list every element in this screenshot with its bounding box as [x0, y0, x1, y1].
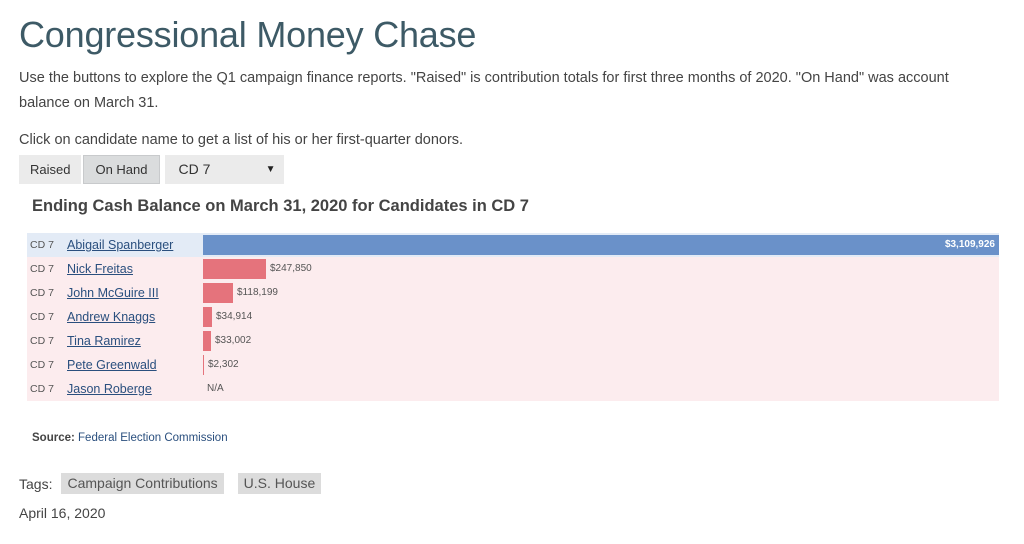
- value-label: N/A: [207, 383, 224, 394]
- row-district: CD 7: [30, 239, 54, 251]
- chevron-down-icon: ▼: [265, 164, 276, 175]
- chart-row: CD 7 Pete Greenwald $2,302: [27, 353, 999, 377]
- bar: [203, 355, 204, 375]
- raised-button[interactable]: Raised: [19, 155, 82, 184]
- bar-track: $247,850: [203, 257, 999, 281]
- candidate-link[interactable]: Nick Freitas: [67, 262, 133, 276]
- candidate-link[interactable]: Tina Ramirez: [67, 334, 141, 348]
- chart-row: CD 7 Abigail Spanberger $3,109,926: [27, 233, 999, 257]
- bar: [203, 235, 999, 255]
- bar: [203, 259, 266, 279]
- chart-title: Ending Cash Balance on March 31, 2020 fo…: [32, 197, 529, 215]
- source-note: Source: Federal Election Commission: [32, 432, 228, 444]
- value-label: $2,302: [208, 359, 239, 370]
- page-title: Congressional Money Chase: [19, 14, 477, 55]
- tags-label: Tags:: [19, 475, 53, 492]
- intro-text: Use the buttons to explore the Q1 campai…: [19, 70, 949, 111]
- district-select-value: CD 7: [178, 161, 211, 177]
- candidate-link[interactable]: Jason Roberge: [67, 382, 152, 396]
- row-district: CD 7: [30, 263, 54, 275]
- row-district: CD 7: [30, 359, 54, 371]
- bar-track: $33,002: [203, 329, 999, 353]
- bar-chart: CD 7 Abigail Spanberger $3,109,926 CD 7 Nick…: [27, 233, 999, 401]
- candidate-link[interactable]: Abigail Spanberger: [67, 238, 174, 252]
- instructions-text: Click on candidate name to get a list of…: [19, 132, 464, 148]
- tag-campaign-contributions[interactable]: Campaign Contributions: [61, 473, 224, 494]
- bar-track: $118,199: [203, 281, 999, 305]
- chart-row: CD 7 Jason Roberge N/A: [27, 377, 999, 401]
- row-district: CD 7: [30, 335, 54, 347]
- candidate-link[interactable]: Andrew Knaggs: [67, 310, 156, 324]
- value-label: $247,850: [270, 263, 312, 274]
- publish-date: April 16, 2020: [19, 505, 106, 521]
- chart-row: CD 7 Tina Ramirez $33,002: [27, 329, 999, 353]
- row-district: CD 7: [30, 383, 54, 395]
- bar-track: $3,109,926: [203, 233, 999, 257]
- value-label: $3,109,926: [944, 239, 995, 250]
- district-select[interactable]: CD 7 ▼: [164, 155, 284, 184]
- candidate-link[interactable]: Pete Greenwald: [67, 358, 157, 372]
- value-label: $34,914: [216, 311, 253, 322]
- bar: [203, 307, 212, 327]
- chart-row: CD 7 Andrew Knaggs $34,914: [27, 305, 999, 329]
- bar-track: $34,914: [203, 305, 999, 329]
- source-label: Source:: [32, 432, 75, 444]
- on-hand-button[interactable]: On Hand: [83, 155, 160, 184]
- candidate-link[interactable]: John McGuire III: [67, 286, 159, 300]
- bar: [203, 331, 211, 351]
- bar-track: N/A: [203, 377, 999, 401]
- chart-row: CD 7 Nick Freitas $247,850: [27, 257, 999, 281]
- value-label: $118,199: [237, 287, 278, 298]
- chart-row: CD 7 John McGuire III $118,199: [27, 281, 999, 305]
- tags: Tags: Campaign Contributions U.S. House: [19, 473, 322, 494]
- chart-controls: Raised On Hand CD 7 ▼: [19, 155, 284, 184]
- source-name: Federal Election Commission: [78, 432, 228, 444]
- row-district: CD 7: [30, 311, 54, 323]
- tag-us-house[interactable]: U.S. House: [237, 473, 322, 494]
- bar-track: $2,302: [203, 353, 999, 377]
- value-label: $33,002: [215, 335, 252, 346]
- row-district: CD 7: [30, 287, 54, 299]
- bar: [203, 283, 233, 303]
